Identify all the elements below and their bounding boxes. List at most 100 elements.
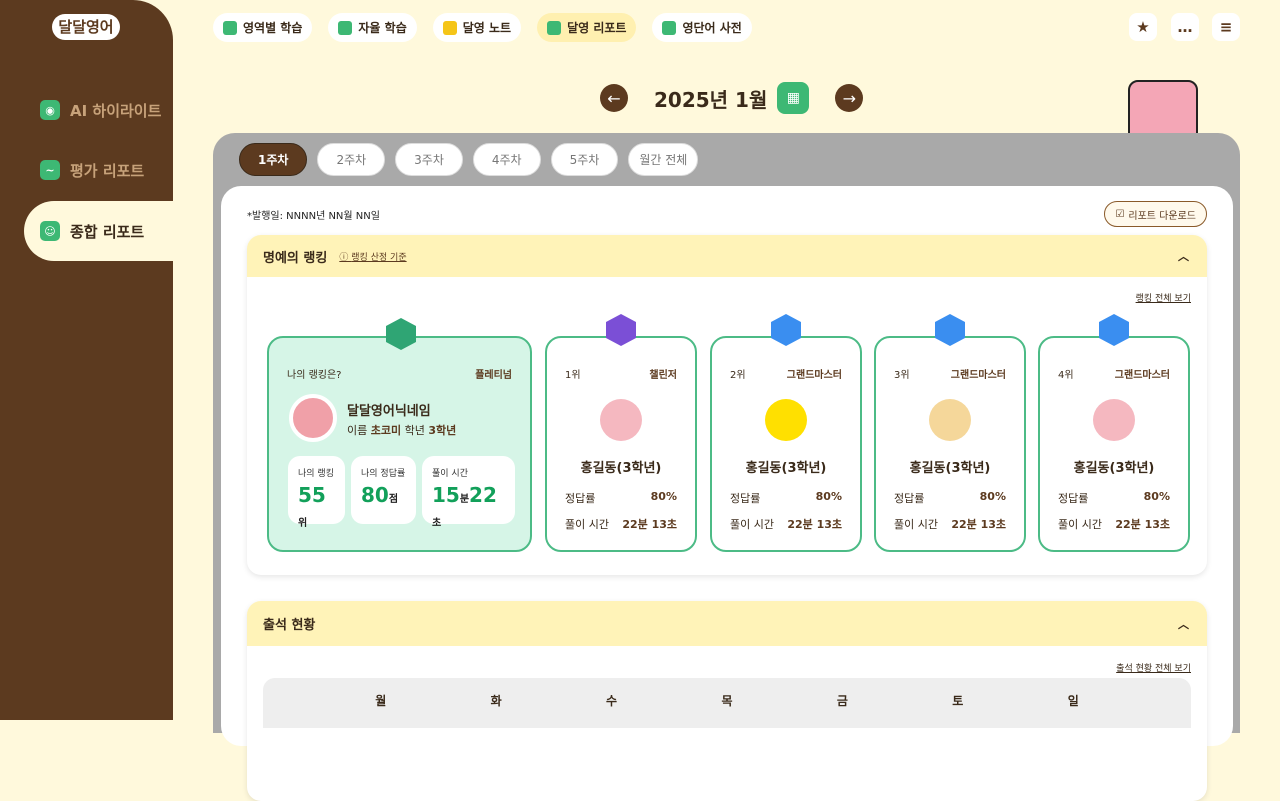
view-all-ranking-link[interactable]: 랭킹 전체 보기 [1135,294,1191,304]
ranking-criteria-link[interactable]: ⓘ 랭킹 산정 기준 [339,252,407,263]
ranking-section: 명예의 랭킹 ⓘ 랭킹 산정 기준 ︿ 랭킹 전체 보기 나의 랭킹은? 플레티넘… [247,235,1207,575]
accuracy-value: 80% [650,490,677,503]
chevron-up-icon[interactable]: ︿ [1178,250,1189,263]
nav-self-study[interactable]: 자율 학습 [328,13,417,42]
prev-month-button[interactable]: ← [600,84,628,112]
ranking-card: 2위 그랜드마스터 홍길동(3학년) 정답률 80% 풀이 시간 22분 13초 [710,314,862,552]
nav-report[interactable]: 달영 리포트 [537,13,637,42]
criteria-label: 랭킹 산정 기준 [351,252,407,263]
robot-icon: ◉ [40,100,60,120]
time-label: 풀이 시간 [565,518,609,531]
nav-label: 달영 리포트 [567,21,627,35]
download-report-button[interactable]: ☑ 리포트 다운로드 [1104,201,1207,227]
stat-value: 22 [469,483,497,507]
chevron-up-icon[interactable]: ︿ [1178,617,1189,631]
sidebar: 달달영어 ◉ AI 하이라이트 ~ 평가 리포트 ☺ 종합 리포트 [0,0,173,720]
user-name: 홍길동(3학년) [909,461,991,476]
my-ranking-card: 나의 랭킹은? 플레티넘 달달영어닉네임 이름 초코미 학년 3학년 나의 랭킹 5… [267,318,532,552]
stat-unit: 초 [432,518,442,529]
my-score-stat: 나의 정답률 80점 [351,456,416,524]
tab-week-1[interactable]: 1주차 [239,143,308,176]
stat-unit: 위 [298,518,308,529]
stat-unit: 점 [388,494,399,505]
my-name: 초코미 [370,424,402,437]
rank-label: 1위 [565,370,581,381]
calendar-icon[interactable]: ▦ [777,82,810,114]
my-info: 이름 초코미 학년 3학년 [347,422,456,438]
tab-week-4[interactable]: 4주차 [472,143,541,176]
stat-label: 나의 랭킹 [298,469,334,479]
tier-badge-icon [1099,314,1129,346]
accuracy-value: 80% [979,490,1006,503]
day-header: 금 [836,694,848,708]
day-header: 목 [721,694,733,708]
report-panel: *발행일: NNNN년 NN월 NN일 ☑ 리포트 다운로드 명예의 랭킹 ⓘ 랭… [221,186,1233,801]
accuracy-label: 정답률 [1058,492,1089,505]
tier-badge-icon [606,314,636,346]
sidebar-item-label: AI 하이라이트 [70,101,162,120]
chat-icon[interactable]: … [1171,13,1199,41]
stat-value: 55 [298,483,326,507]
avatar [929,399,971,441]
download-label: 리포트 다운로드 [1128,210,1196,222]
day-header: 월 [375,694,387,708]
sidebar-item-label: 평가 리포트 [70,161,145,180]
my-ranking-question: 나의 랭킹은? [287,370,342,381]
notepad-icon [223,20,237,35]
nav-area-study[interactable]: 영역별 학습 [213,13,313,42]
user-name: 홍길동(3학년) [1073,461,1155,476]
view-all-attendance-link[interactable]: 출석 현황 전체 보기 [1116,664,1191,674]
my-time-stat: 풀이 시간 15분22 초 [422,456,515,529]
nav-label: 영역별 학습 [243,21,303,35]
tab-week-3[interactable]: 3주차 [395,143,463,176]
person-icon [338,20,353,35]
user-name: 홍길동(3학년) [745,461,827,476]
grade-label: 학년 [404,424,425,437]
ranking-header[interactable]: 명예의 랭킹 ⓘ 랭킹 산정 기준 ︿ [247,235,1207,277]
accuracy-value: 80% [815,490,842,503]
issue-date: *발행일: NNNN년 NN월 NN일 [247,211,380,222]
nav-note[interactable]: 달영 노트 [432,13,522,42]
tab-week-5[interactable]: 5주차 [550,143,619,176]
dictionary-icon [662,20,677,35]
time-label: 풀이 시간 [730,518,774,531]
stat-value: 15 [432,483,460,507]
platinum-badge-icon [386,318,416,350]
tier-label: 그랜드마스터 [786,370,842,381]
time-value: 22분 13초 [951,518,1006,531]
sidebar-item-total-report[interactable]: ☺ 종합 리포트 [24,201,173,261]
note-icon [442,20,457,35]
tab-month-all[interactable]: 월간 전체 [628,143,699,176]
avatar [765,399,807,441]
attendance-section: 출석 현황 ︿ 출석 현황 전체 보기 월 화 수 목 금 토 일 [247,601,1207,801]
sidebar-item-ai-highlight[interactable]: ◉ AI 하이라이트 [24,80,173,140]
avatar [600,399,642,441]
time-label: 풀이 시간 [1058,518,1102,531]
time-label: 풀이 시간 [894,518,938,531]
my-avatar [289,394,337,442]
next-month-button[interactable]: → [835,84,864,112]
time-value: 22분 13초 [1115,518,1170,531]
tab-week-2[interactable]: 2주차 [317,143,386,176]
accuracy-label: 정답률 [730,492,761,505]
report-icon: ☺ [40,221,60,241]
day-header: 토 [952,694,964,708]
section-title: 출석 현황 [263,618,316,633]
badge-star-icon[interactable]: ★ [1129,13,1157,41]
logo[interactable]: 달달영어 [52,14,120,40]
menu-icon[interactable]: ≡ [1212,13,1240,41]
accuracy-label: 정답률 [565,492,596,505]
my-ranking-header: 나의 랭킹은? 플레티넘 [269,366,530,381]
attendance-header[interactable]: 출석 현황 ︿ [247,601,1207,646]
nav-dictionary[interactable]: 영단어 사전 [652,13,752,42]
my-nickname: 달달영어닉네임 [347,404,431,419]
stat-label: 나의 정답률 [361,469,406,479]
my-grade: 3학년 [428,424,457,437]
section-title: 명예의 랭킹 [263,250,328,266]
sidebar-item-evaluation-report[interactable]: ~ 평가 리포트 [24,140,173,200]
nav-label: 영단어 사전 [682,21,742,35]
stat-unit: 분 [459,494,470,505]
week-tabs: 1주차 2주차 3주차 4주차 5주차 월간 전체 [239,143,699,176]
name-label: 이름 [347,424,368,437]
